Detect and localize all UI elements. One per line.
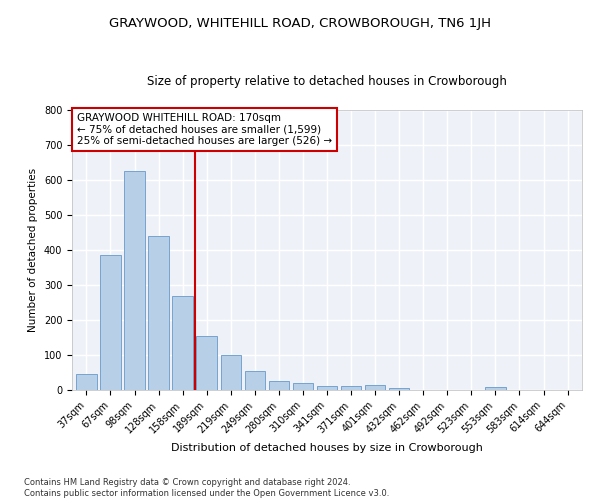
Bar	[196, 336, 217, 390]
X-axis label: Distribution of detached houses by size in Crowborough: Distribution of detached houses by size …	[171, 443, 483, 453]
Text: GRAYWOOD, WHITEHILL ROAD, CROWBOROUGH, TN6 1JH: GRAYWOOD, WHITEHILL ROAD, CROWBOROUGH, T…	[109, 18, 491, 30]
Text: GRAYWOOD WHITEHILL ROAD: 170sqm
← 75% of detached houses are smaller (1,599)
25%: GRAYWOOD WHITEHILL ROAD: 170sqm ← 75% of…	[77, 113, 332, 146]
Bar	[221, 355, 241, 390]
Title: Size of property relative to detached houses in Crowborough: Size of property relative to detached ho…	[147, 75, 507, 88]
Bar	[389, 388, 409, 390]
Bar	[317, 386, 337, 390]
Bar	[341, 386, 361, 390]
Bar	[365, 385, 385, 390]
Bar	[172, 296, 193, 390]
Bar	[100, 255, 121, 390]
Bar	[124, 171, 145, 390]
Bar	[76, 374, 97, 390]
Bar	[485, 387, 506, 390]
Y-axis label: Number of detached properties: Number of detached properties	[28, 168, 38, 332]
Bar	[148, 236, 169, 390]
Bar	[293, 383, 313, 390]
Text: Contains HM Land Registry data © Crown copyright and database right 2024.
Contai: Contains HM Land Registry data © Crown c…	[24, 478, 389, 498]
Bar	[245, 372, 265, 390]
Bar	[269, 380, 289, 390]
